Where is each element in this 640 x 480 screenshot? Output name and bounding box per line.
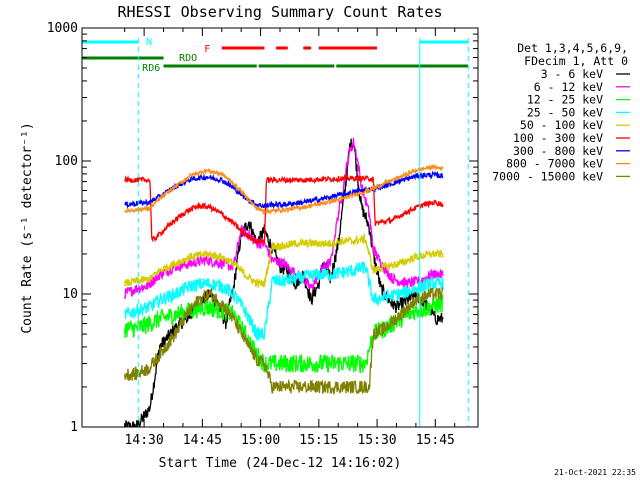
x-tick-label: 15:15: [299, 433, 338, 448]
y-axis-label: Count Rate (s⁻¹ detector⁻¹): [20, 122, 35, 333]
state-label-rd6: RD6: [142, 63, 160, 74]
legend-entry-label: 6 - 12 keV: [534, 80, 603, 94]
legend-entry-label: 50 - 100 keV: [520, 118, 603, 132]
series-group: [124, 137, 444, 427]
series-line-8: [124, 287, 444, 396]
series-line-7: [124, 164, 444, 216]
series-clip: [124, 137, 444, 427]
y-tick-label: 1000: [47, 21, 78, 36]
legend-entry-label: 300 - 800 keV: [513, 144, 603, 158]
legend-entry-label: 25 - 50 keV: [527, 105, 603, 119]
legend-header-line: Det 1,3,4,5,6,9,: [517, 41, 628, 55]
x-axis-label: Start Time (24-Dec-12 14:16:02): [159, 456, 402, 471]
legend-entry-label: 7000 - 15000 keV: [492, 169, 603, 183]
footer-stamp: 21-Oct-2021 22:35: [554, 468, 636, 477]
x-tick-label: 15:30: [357, 433, 396, 448]
x-tick-label: 14:45: [183, 433, 222, 448]
series-line-1: [124, 137, 444, 299]
legend-entry-label: 3 - 6 keV: [541, 67, 603, 81]
legend-entry-label: 12 - 25 keV: [527, 93, 603, 107]
y-axis-label-group: Count Rate (s⁻¹ detector⁻¹): [20, 122, 35, 333]
y-tick-label: 1: [70, 420, 78, 435]
legend-group: Det 1,3,4,5,6,9,FDecim 1, Att 03 - 6 keV…: [492, 41, 630, 183]
axes-group: 14:30 14:45 15:00 15:15 15:30 15:45 1 10 100 1000: [47, 21, 479, 448]
series-line-2: [124, 294, 444, 374]
x-tick-label: 15:45: [416, 433, 455, 448]
series-line-6: [124, 170, 444, 210]
legend-entry-label: 100 - 300 keV: [513, 131, 603, 145]
series-line-4: [124, 232, 444, 289]
state-label-rdo: RDO: [179, 53, 197, 64]
x-tick-label: 15:00: [241, 433, 280, 448]
y-tick-label: 10: [62, 287, 78, 302]
state-label-f: F: [204, 44, 210, 55]
legend-header-line: FDecim 1, Att 0: [524, 54, 628, 68]
x-tick-label: 14:30: [125, 433, 164, 448]
legend-entry-label: 800 - 7000 keV: [506, 157, 603, 171]
state-label-n: N: [146, 37, 152, 48]
y-tick-label: 100: [55, 154, 78, 169]
state-bar-group: N F RDO RD6: [82, 37, 469, 427]
series-line-5: [124, 173, 444, 245]
chart-title: RHESSI Observing Summary Count Rates: [117, 3, 442, 21]
series-line-3: [124, 261, 444, 342]
